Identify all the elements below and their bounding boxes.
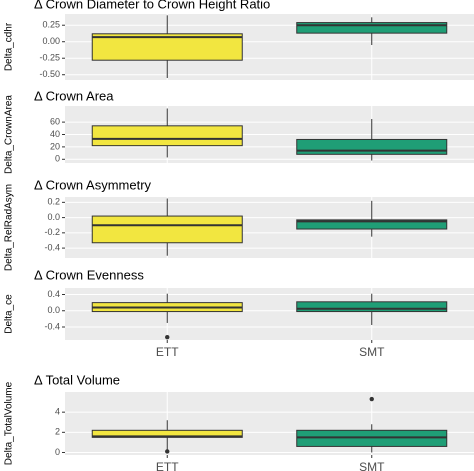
y-tick-label: -0.4 (44, 321, 60, 331)
panel-title: Δ Crown Evenness (34, 267, 144, 282)
y-axis-label: Delta_CrownArea (4, 95, 15, 174)
y-tick-label: 2 (55, 427, 60, 437)
y-tick-label: -0.2 (44, 227, 60, 237)
x-tick-label: ETT (156, 345, 179, 359)
y-axis-label: Delta_TotalVolume (4, 381, 15, 465)
box (296, 301, 448, 313)
panel-title: Δ Crown Diameter to Crown Height Ratio (34, 0, 270, 11)
box (296, 429, 448, 447)
panel-title: Δ Crown Asymmetry (34, 177, 152, 192)
y-tick-label: 0 (55, 154, 60, 164)
y-tick-label: 60 (50, 116, 60, 126)
box (91, 33, 243, 61)
y-tick-label: 0.00 (42, 36, 60, 46)
box (296, 138, 448, 155)
y-tick-label: 0.4 (47, 289, 60, 299)
y-tick-label: 0 (55, 447, 60, 457)
x-tick-label: SMT (359, 345, 385, 359)
box (91, 215, 243, 244)
x-tick-label: SMT (359, 460, 385, 471)
y-axis-label: Delta_RelRadAsym (4, 184, 15, 271)
y-tick-label: -0.50 (39, 69, 60, 79)
y-tick-label: 0.0 (47, 212, 60, 222)
outlier (165, 449, 170, 454)
box (296, 22, 448, 34)
y-tick-label: 4 (55, 407, 60, 417)
y-tick-label: 0.2 (47, 197, 60, 207)
plot-background (65, 288, 474, 340)
outlier (369, 396, 374, 402)
y-tick-label: -0.25 (39, 53, 60, 63)
y-tick-label: -0.4 (44, 242, 60, 252)
panel-title: Δ Crown Area (34, 88, 114, 103)
box (91, 429, 243, 438)
y-tick-label: 0.0 (47, 305, 60, 315)
y-tick-label: 20 (50, 141, 60, 151)
y-tick-label: 40 (50, 129, 60, 139)
box (91, 125, 243, 147)
box (296, 219, 448, 230)
y-axis-label: Delta_cdhr (4, 22, 15, 71)
panel-title: Δ Total Volume (34, 372, 120, 387)
outlier (165, 334, 170, 340)
y-axis-label: Delta_ce (4, 294, 15, 334)
y-tick-label: 0.25 (42, 20, 60, 30)
x-tick-label: ETT (156, 460, 179, 471)
